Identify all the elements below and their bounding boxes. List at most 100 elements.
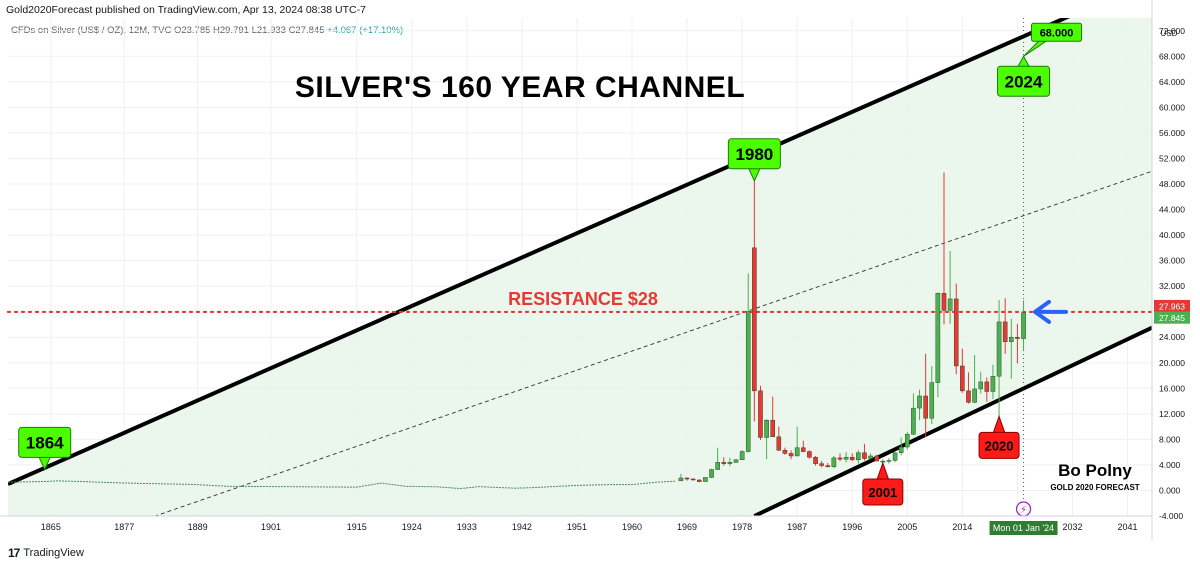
callout-label-2001: 2001 xyxy=(868,485,897,500)
candle-body xyxy=(678,477,684,482)
candle-body xyxy=(960,365,965,392)
channel-fill xyxy=(8,18,1152,516)
candle-body xyxy=(862,452,867,459)
tradingview-brand: TradingView xyxy=(23,547,84,559)
y-tick-label: 60.000 xyxy=(1159,102,1185,112)
x-tick-label: 1951 xyxy=(567,522,587,532)
price-tag-bg xyxy=(1154,311,1190,324)
y-tick-label: 40.000 xyxy=(1159,230,1185,240)
published-header: Gold2020Forecast published on TradingVie… xyxy=(6,4,366,16)
candle-body xyxy=(770,420,775,438)
candle-body xyxy=(947,298,953,311)
candle-body xyxy=(745,311,751,452)
candle-body xyxy=(697,479,702,482)
x-tick-label: 1924 xyxy=(402,522,422,532)
y-tick-label: 32.000 xyxy=(1159,281,1185,291)
candle-body xyxy=(923,395,928,419)
candle-body xyxy=(1002,321,1008,342)
y-tick-label: 20.000 xyxy=(1159,358,1185,368)
callout-box-2001 xyxy=(862,478,904,506)
x-tick-label: 2041 xyxy=(1118,522,1138,532)
candle-body xyxy=(905,434,910,448)
channel-lower-line xyxy=(753,325,1152,516)
y-tick-label: 48.000 xyxy=(1159,179,1185,189)
callout-label-2024: 2024 xyxy=(1005,72,1043,91)
candle-body xyxy=(807,451,812,458)
y-tick-label: 4.000 xyxy=(1159,460,1181,470)
historic-price-line xyxy=(7,480,675,490)
author-tagline: GOLD 2020 FORECAST xyxy=(1050,483,1139,492)
candle-body xyxy=(868,455,873,459)
x-tick-label: 1987 xyxy=(787,522,807,532)
candle-body xyxy=(703,477,708,482)
y-tick-label: 36.000 xyxy=(1159,256,1185,266)
callout-label-1864: 1864 xyxy=(26,433,64,452)
x-tick-label: 1978 xyxy=(732,522,752,532)
y-tick-label: 56.000 xyxy=(1159,128,1185,138)
callout-label-1980: 1980 xyxy=(735,145,773,164)
x-tick-label: 1889 xyxy=(188,522,208,532)
candle-body xyxy=(813,457,818,464)
candle-body xyxy=(801,447,806,452)
price-tag-bg xyxy=(1154,299,1190,312)
blue-arrow-head xyxy=(1033,299,1051,324)
y-tick-label: 52.000 xyxy=(1159,153,1185,163)
y-tick-label: 44.000 xyxy=(1159,205,1185,215)
date-marker-bg xyxy=(989,521,1058,535)
candle-body xyxy=(990,375,996,392)
candle-body xyxy=(886,460,892,462)
price-tag-label: 27.845 xyxy=(1159,313,1185,323)
tradingview-logo-icon: 17 xyxy=(8,546,20,560)
candle-body xyxy=(727,462,733,464)
callout-box-2020 xyxy=(978,431,1020,459)
candle-body xyxy=(856,452,861,461)
x-tick-label: 1969 xyxy=(677,522,697,532)
candle-body xyxy=(715,462,720,470)
candle-body xyxy=(1021,312,1026,339)
callout-box-2024 xyxy=(997,65,1051,97)
candle-body xyxy=(776,436,782,451)
x-tick-label: 1942 xyxy=(512,522,532,532)
candle-body xyxy=(721,462,727,464)
x-tick-label: 1877 xyxy=(114,522,134,532)
candle-body xyxy=(849,457,855,461)
candle-body xyxy=(782,450,788,454)
candle-body xyxy=(788,453,794,457)
candle-body xyxy=(825,465,831,468)
y-tick-label: 12.000 xyxy=(1159,409,1185,419)
y-tick-label: 68.000 xyxy=(1159,51,1185,61)
candle-body xyxy=(941,292,947,311)
candle-body xyxy=(892,452,898,461)
tradingview-footer[interactable]: 17 TradingView xyxy=(8,546,84,560)
candle-body xyxy=(984,381,990,392)
candle-body xyxy=(764,420,769,438)
callout-pointer xyxy=(992,414,1006,434)
x-tick-label: 1865 xyxy=(41,522,61,532)
candle-body xyxy=(1015,337,1020,339)
candle-body xyxy=(953,298,959,367)
callout-pointer xyxy=(876,461,890,481)
y-tick-label: 0.000 xyxy=(1159,485,1181,495)
candle-body xyxy=(972,388,977,403)
candle-body xyxy=(690,478,696,481)
author-name: Bo Polny xyxy=(1058,461,1132,480)
candle-body xyxy=(966,390,971,403)
candle-body xyxy=(996,321,1002,377)
candle-body xyxy=(935,292,941,383)
candle-body xyxy=(819,463,824,466)
x-tick-label: 2005 xyxy=(897,522,917,532)
chart-title: SILVER'S 160 YEAR CHANNEL xyxy=(295,71,745,104)
x-tick-label: 1996 xyxy=(842,522,862,532)
candle-body xyxy=(929,382,935,419)
candle-body xyxy=(843,457,849,460)
callout-box-1980 xyxy=(727,138,781,170)
date-marker-label: Mon 01 Jan '24 xyxy=(993,523,1054,533)
price-axis-unit: USD xyxy=(1161,29,1178,38)
lightning-icon-glyph: ⚡ xyxy=(1020,505,1027,516)
price-tag-label: 27.963 xyxy=(1159,301,1185,311)
candle-body xyxy=(874,455,879,462)
candle-body xyxy=(837,457,843,460)
candle-body xyxy=(898,446,904,453)
candle-body xyxy=(684,477,690,480)
